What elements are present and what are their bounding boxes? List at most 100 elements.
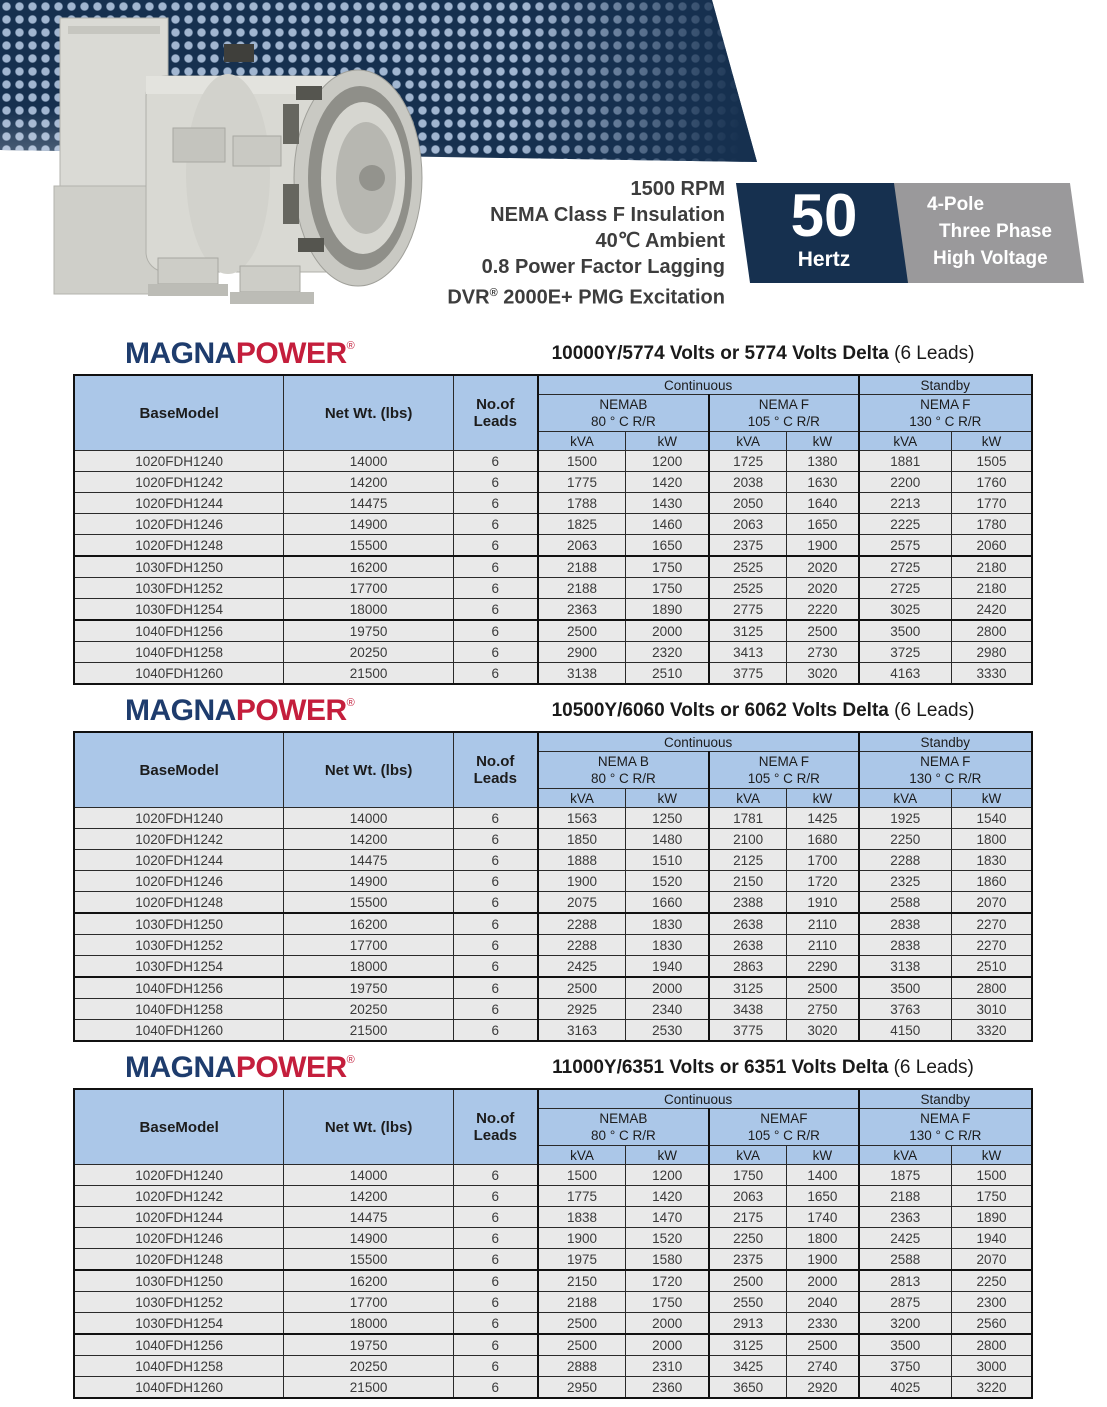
table-text: (6 Leads) xyxy=(888,1057,974,1078)
model-cell: 1020FDH1248 xyxy=(73,891,285,914)
col-header-kva: kVA xyxy=(536,1145,627,1165)
spec-list: 1500 RPM NEMA Class F Insulation 40℃ Amb… xyxy=(295,176,725,311)
value-cell: 2638 xyxy=(708,912,788,935)
model-cell: 1030FDH1250 xyxy=(73,912,285,935)
value-cell: 1881 xyxy=(857,450,952,472)
col-header-nema-f-130: NEMA F 130 ° C R/R xyxy=(857,394,1033,432)
model-cell: 1020FDH1240 xyxy=(73,450,285,472)
value-cell: 18000 xyxy=(283,598,454,621)
value-cell: 3020 xyxy=(786,1019,860,1042)
col-header-nema-b: NEMAB 80 ° C R/R xyxy=(536,394,710,432)
value-cell: 6 xyxy=(452,641,539,663)
value-cell: 2288 xyxy=(536,934,627,956)
value-cell: 6 xyxy=(452,1164,539,1186)
value-cell: 1775 xyxy=(536,471,627,493)
value-cell: 2888 xyxy=(536,1355,627,1377)
value-cell: 20250 xyxy=(283,998,454,1020)
value-cell: 2575 xyxy=(857,534,952,557)
value-cell: 14200 xyxy=(283,828,454,850)
registered-mark: ® xyxy=(346,697,355,709)
col-header-leads: No.of Leads xyxy=(452,731,539,808)
value-cell: 6 xyxy=(452,619,539,642)
value-cell: 6 xyxy=(452,513,539,535)
value-cell: 2750 xyxy=(786,998,860,1020)
table-text: NEMA F xyxy=(758,397,809,412)
value-cell: 2020 xyxy=(786,555,860,578)
value-cell: 1563 xyxy=(536,807,627,829)
value-cell: 1700 xyxy=(786,849,860,871)
table-row: 1040FDH1258 20250 6 2925 2340 3438 2750 3763 301… xyxy=(73,998,1033,1020)
col-header-continuous: Continuous xyxy=(536,374,860,395)
value-cell: 2900 xyxy=(536,641,627,663)
rating-line: Three Phase xyxy=(939,221,1052,242)
value-cell: 1630 xyxy=(786,471,860,493)
value-cell: 1780 xyxy=(950,513,1033,535)
table-row: 1020FDH1242 14200 6 1775 1420 2038 1630 2200 176… xyxy=(73,471,1033,493)
col-header-kw: kW xyxy=(786,788,860,808)
value-cell: 19750 xyxy=(283,976,454,999)
value-cell: 2560 xyxy=(950,1312,1033,1335)
value-cell: 1830 xyxy=(625,912,710,935)
value-cell: 2530 xyxy=(625,1019,710,1042)
value-cell: 3200 xyxy=(857,1312,952,1335)
value-cell: 6 xyxy=(452,1227,539,1249)
model-cell: 1040FDH1258 xyxy=(73,1355,285,1377)
rating-line: 4-Pole xyxy=(927,194,985,215)
value-cell: 2220 xyxy=(786,598,860,621)
tables-section: MAGNAPOWER® 10000Y/5774 Volts or 5774 Vo… xyxy=(73,336,1033,1407)
value-cell: 6 xyxy=(452,598,539,621)
value-cell: 2525 xyxy=(708,555,788,578)
value-cell: 1975 xyxy=(536,1248,627,1271)
value-cell: 14475 xyxy=(283,849,454,871)
value-cell: 1781 xyxy=(708,807,788,829)
generator-photo xyxy=(53,17,423,304)
value-cell: 6 xyxy=(452,555,539,578)
value-cell: 6 xyxy=(452,1312,539,1335)
value-cell: 1900 xyxy=(536,1227,627,1249)
value-cell: 2375 xyxy=(708,1248,788,1271)
model-cell: 1040FDH1258 xyxy=(73,641,285,663)
table-text: 80 ° C R/R xyxy=(591,771,656,786)
table-text: 10500Y/6060 Volts or 6062 Volts Delta xyxy=(551,700,889,721)
value-cell: 2725 xyxy=(857,555,952,578)
table-text: 80 ° C R/R xyxy=(591,414,656,429)
col-header-kw: kW xyxy=(950,788,1033,808)
value-cell: 2730 xyxy=(786,641,860,663)
value-cell: 14000 xyxy=(283,1164,454,1186)
value-cell: 1760 xyxy=(950,471,1033,493)
brand-row: MAGNAPOWER® 10000Y/5774 Volts or 5774 Vo… xyxy=(73,336,1033,372)
value-cell: 1838 xyxy=(536,1206,627,1228)
table-text: 105 ° C R/R xyxy=(747,771,820,786)
value-cell: 2175 xyxy=(708,1206,788,1228)
model-cell: 1020FDH1248 xyxy=(73,534,285,557)
value-cell: 14000 xyxy=(283,450,454,472)
magnapower-logo: MAGNAPOWER® xyxy=(73,337,355,371)
value-cell: 2500 xyxy=(536,1312,627,1335)
value-cell: 2838 xyxy=(857,934,952,956)
value-cell: 1720 xyxy=(786,870,860,892)
table-text: 105 ° C R/R xyxy=(747,1128,820,1143)
value-cell: 1890 xyxy=(625,598,710,621)
value-cell: 2250 xyxy=(950,1269,1033,1292)
col-header-nema-f-105: NEMA F 105 ° C R/R xyxy=(708,394,860,432)
value-cell: 1200 xyxy=(625,450,710,472)
value-cell: 2188 xyxy=(536,555,627,578)
col-header-kva: kVA xyxy=(536,788,627,808)
table-row: 1020FDH1244 14475 6 1838 1470 2175 1740 2363 189… xyxy=(73,1206,1033,1228)
value-cell: 2020 xyxy=(786,577,860,599)
value-cell: 1650 xyxy=(786,1185,860,1207)
value-cell: 2188 xyxy=(536,577,627,599)
col-header-nema-f-105: NEMA F 105 ° C R/R xyxy=(708,751,860,789)
value-cell: 6 xyxy=(452,891,539,914)
table-row: 1030FDH1250 16200 6 2288 1830 2638 2110 2838 227… xyxy=(73,912,1033,935)
value-cell: 2920 xyxy=(786,1376,860,1399)
model-cell: 1020FDH1244 xyxy=(73,849,285,871)
value-cell: 1640 xyxy=(786,492,860,514)
value-cell: 2420 xyxy=(950,598,1033,621)
value-cell: 1425 xyxy=(786,807,860,829)
brand-row: MAGNAPOWER® 10500Y/6060 Volts or 6062 Vo… xyxy=(73,693,1033,729)
table-title: 10500Y/6060 Volts or 6062 Volts Delta (6… xyxy=(343,700,1033,722)
value-cell: 2320 xyxy=(625,641,710,663)
value-cell: 2070 xyxy=(950,1248,1033,1271)
value-cell: 2525 xyxy=(708,577,788,599)
